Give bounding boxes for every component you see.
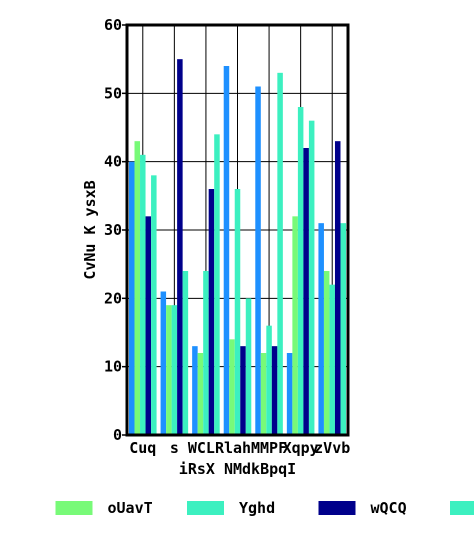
bars-layer — [129, 59, 346, 436]
bar-oUavT-lah — [229, 339, 235, 435]
legend-label: wQCQ — [371, 499, 407, 517]
y-tick-labels: 0 10 20 30 40 50 60 — [104, 16, 122, 444]
y-tick-label: 0 — [113, 426, 122, 444]
legend-swatch — [450, 501, 474, 515]
bar-series5-zVvb — [340, 223, 346, 435]
x-tick-label: Cuq — [129, 439, 156, 457]
bar-wQCQ-lah — [240, 346, 246, 435]
x-tick-label: MMPF — [251, 439, 287, 457]
y-tick-label: 20 — [104, 289, 122, 307]
legend-swatch — [318, 501, 356, 515]
bar-Yghd-Cuq — [140, 154, 146, 436]
legend-label: Yghd — [239, 499, 275, 517]
x-tick-label: Xqpy — [283, 439, 319, 457]
x-tick-label: s — [170, 439, 179, 457]
bar-hk-WCLR — [192, 346, 198, 435]
bar-series5-lah — [245, 298, 252, 435]
bar-Yghd-MMPF — [266, 325, 272, 435]
legend-label: oUavT — [108, 499, 153, 517]
x-axis-label: iRsX NMdkBpqI — [179, 460, 296, 478]
bar-wQCQ-WCLR — [208, 189, 215, 435]
bar-Yghd-s — [171, 305, 178, 435]
bar-oUavT-Xqpy — [292, 216, 298, 435]
y-axis-label: CvNu K ysxB — [81, 180, 99, 279]
x-tick-label: WCLR — [188, 439, 225, 457]
bar-wQCQ-Xqpy — [303, 148, 309, 435]
bar-series5-WCLR — [214, 134, 220, 436]
bar-oUavT-s — [166, 305, 172, 435]
bar-hk-s — [160, 291, 167, 435]
bar-wQCQ-Cuq — [145, 216, 152, 435]
legend-swatch — [187, 501, 224, 515]
bar-Yghd-zVvb — [329, 284, 335, 435]
x-tick-label: lah — [224, 439, 251, 457]
bar-hk-Xqpy — [286, 353, 293, 435]
bar-Yghd-WCLR — [203, 271, 209, 435]
bar-wQCQ-MMPF — [271, 346, 278, 435]
legend: hkoUavTYghdwQCQ — [55, 499, 474, 517]
bar-series5-s — [182, 271, 189, 435]
legend-swatch — [55, 501, 93, 515]
bar-hk-zVvb — [318, 223, 324, 435]
bar-oUavT-MMPF — [260, 353, 267, 435]
bar-series5-Xqpy — [308, 120, 315, 436]
bar-series5-MMPF — [277, 72, 283, 435]
y-tick-label: 60 — [104, 16, 122, 34]
y-tick-label: 50 — [104, 84, 122, 102]
bar-hk-MMPF — [255, 86, 261, 435]
bar-oUavT-WCLR — [197, 353, 204, 435]
y-tick-label: 40 — [104, 153, 122, 171]
y-tick-label: 30 — [104, 221, 122, 239]
bar-wQCQ-zVvb — [334, 141, 341, 435]
bar-hk-lah — [223, 66, 230, 435]
bar-oUavT-Cuq — [134, 141, 141, 435]
bar-Yghd-Xqpy — [297, 107, 304, 435]
y-tick-label: 10 — [104, 358, 122, 376]
bar-wQCQ-s — [177, 59, 183, 436]
bar-hk-Cuq — [129, 161, 135, 435]
plot-frame — [125, 23, 350, 437]
bar-series5-Cuq — [151, 175, 157, 436]
x-tick-label: zVvb — [314, 439, 350, 457]
bar-Yghd-lah — [234, 189, 241, 435]
bar-oUavT-zVvb — [323, 271, 330, 435]
